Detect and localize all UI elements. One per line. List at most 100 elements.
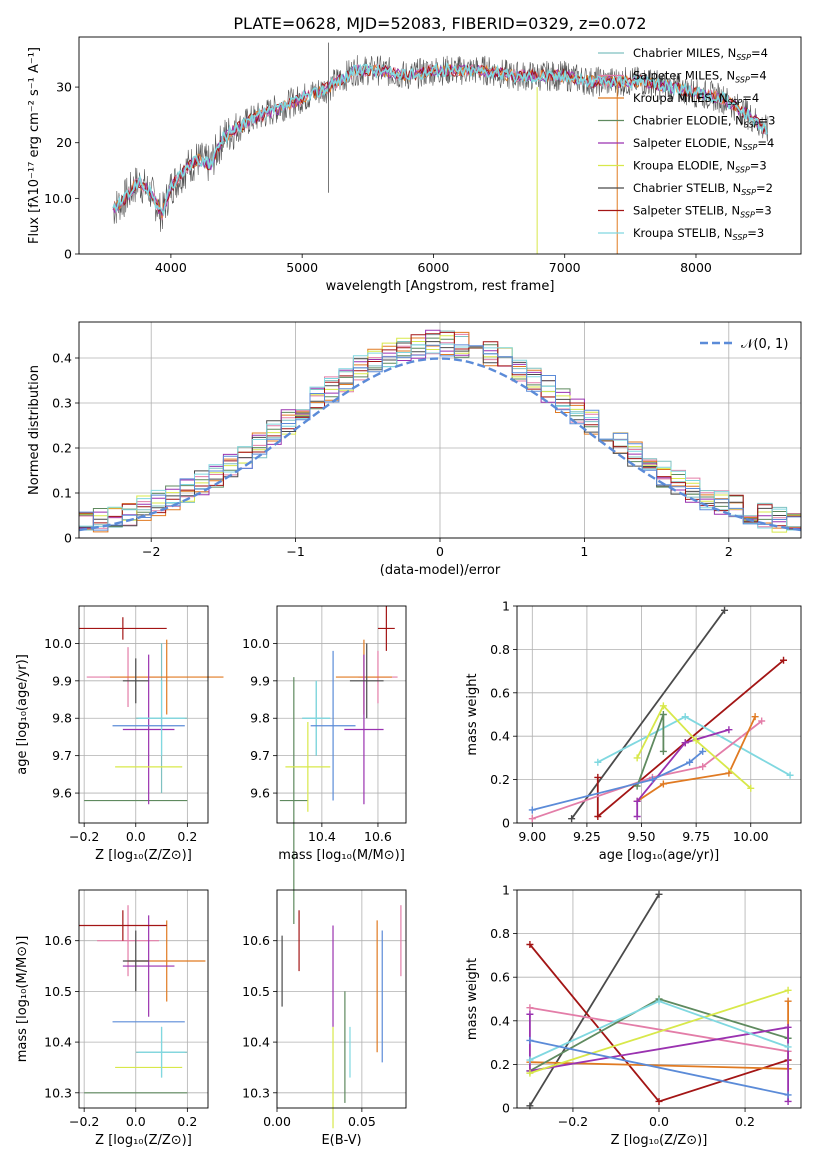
y-tick-label: 10.0 [44,636,72,651]
x-axis-label: Z [log₁₀(Z/Z⊙)] [95,848,192,863]
weight-series-line [636,704,752,789]
y-tick-label: 9.8 [52,711,72,726]
weight-point-marker [758,717,766,725]
legend-label: Salpeter MILES, NSSP=4 [633,69,767,85]
y-axis-label: Normed distribution [27,365,42,495]
legend-label-suffix: =3 [759,114,776,128]
weight-point-marker [655,890,663,898]
observed-spectrum-line [112,55,769,232]
legend-label-sub: SSP [740,211,755,220]
legend-label-sub: SSP [735,166,750,175]
legend-label: Kroupa ELODIE, NSSP=3 [633,159,767,175]
gaussian-curve [78,357,802,532]
weight-point-marker [526,941,534,948]
legend-label: Kroupa MILES, NSSP=4 [633,91,759,107]
weight-point-marker [648,776,656,784]
legend-label-sub: SSP [743,143,758,152]
y-tick-label: 0.4 [490,1013,510,1028]
ebv-mass-panel: 0.00 0.05 10.3 10.4 10.5 10.6 E(B-V) [242,889,407,1148]
weight-point-marker [594,812,602,820]
weight-series-line [529,1039,789,1096]
y-tick-label: 0 [64,531,72,546]
legend-label-text: Chabrier STELIB, N [633,181,741,195]
x-tick-label: 2 [725,544,733,559]
axes-frame [516,889,802,1109]
y-tick-label: 10.5 [242,984,270,999]
weight-point-marker [725,769,733,777]
x-axis-label: (data-model)/error [380,563,501,578]
x-tick-label: 0.0 [126,1114,146,1129]
weight-series-line [597,715,791,777]
weight-point-marker [659,711,667,718]
weight-series-line [532,720,763,820]
x-tick-label: 7000 [549,260,581,275]
y-tick-label: 30 [56,80,72,95]
y-tick-label: 9.7 [52,748,72,763]
y-tick-label: 0.4 [490,729,510,744]
x-tick-label: 8000 [680,260,712,275]
y-tick-label: 0.4 [52,351,72,366]
weight-point-marker [655,997,663,1005]
weight-point-marker [633,754,641,762]
y-tick-label: 9.6 [250,786,270,801]
residual-histogram-panel: −2 −1 0 1 2 0 0.1 0.2 0.3 0.4 (data-model)/error No… [27,321,802,578]
mass-age-panel: 10.4 10.6 9.6 9.7 9.8 9.9 10.0 mass [log₁₀(M/M⊙… [242,605,407,925]
axes-frame [78,889,209,1109]
axes-frame [276,889,407,1109]
y-axis-label: mass weight [465,673,480,755]
x-tick-label: 9.25 [573,829,601,844]
weight-point-marker [780,656,788,664]
weight-point-marker [786,771,794,779]
x-tick-label: 0.00 [263,1114,291,1129]
weight-series-line [529,893,660,1107]
legend-label-sub: SSP [744,121,759,130]
legend-label-text: Chabrier MILES, N [633,46,736,60]
weight-point-marker [751,713,759,721]
weight-series-line [636,728,730,817]
y-tick-label: 10.3 [242,1085,270,1100]
weight-point-marker [659,747,667,755]
legend-label: Chabrier ELODIE, NSSP=3 [633,114,775,130]
legend-label-suffix: =4 [750,69,767,83]
x-tick-label: 9.00 [518,829,546,844]
y-tick-label: 0 [502,1101,510,1116]
x-tick-label: 5000 [286,260,318,275]
weight-point-marker [784,1097,792,1105]
y-tick-label: 10.6 [44,933,72,948]
y-tick-label: 0.6 [490,970,510,985]
y-axis-label: mass [log₁₀(M/M⊙)] [15,936,30,1063]
legend-label-text: Kroupa STELIB, N [633,226,733,240]
axes-frame [78,605,209,824]
y-tick-label: 0.2 [490,1057,510,1072]
weight-point-marker [594,773,602,781]
legend-label-suffix: =3 [750,159,767,173]
weight-series-line [529,1006,789,1053]
weight-point-marker [526,1056,534,1064]
y-tick-label: 0.8 [490,926,510,941]
spectrum-panel: 4000 5000 6000 7000 8000 0 10.0 20 30 wavelength … [27,36,802,294]
weight-point-marker [528,806,536,814]
y-tick-label: 10.0 [44,191,72,206]
weight-point-marker [526,1004,534,1012]
age-massweight-panel: 9.00 9.25 9.50 9.75 10.00 0 0.2 0.4 0.6 0.8 1 age [… [465,599,802,863]
legend-label: Kroupa STELIB, NSSP=3 [633,226,764,242]
weight-point-marker [725,726,733,734]
y-tick-label: 1 [502,883,510,898]
y-tick-label: 9.8 [250,711,270,726]
model-spectrum-line [112,61,768,217]
weight-point-marker [633,812,641,820]
y-axis-label: mass weight [465,958,480,1040]
weight-point-marker [526,1036,534,1044]
y-tick-label: 0.3 [52,396,72,411]
legend-label: Chabrier STELIB, NSSP=2 [633,181,773,197]
x-tick-label: −0.2 [69,829,99,844]
y-tick-label: 0.2 [52,441,72,456]
x-tick-label: −0.2 [558,1114,588,1129]
legend-label-suffix: =3 [747,226,764,240]
weight-series-line [529,989,789,1074]
y-tick-label: 0.1 [52,486,72,501]
weight-point-marker [633,797,641,805]
weight-point-marker [655,1097,663,1105]
y-tick-label: 0.2 [490,772,510,787]
weight-point-marker [526,1010,534,1018]
